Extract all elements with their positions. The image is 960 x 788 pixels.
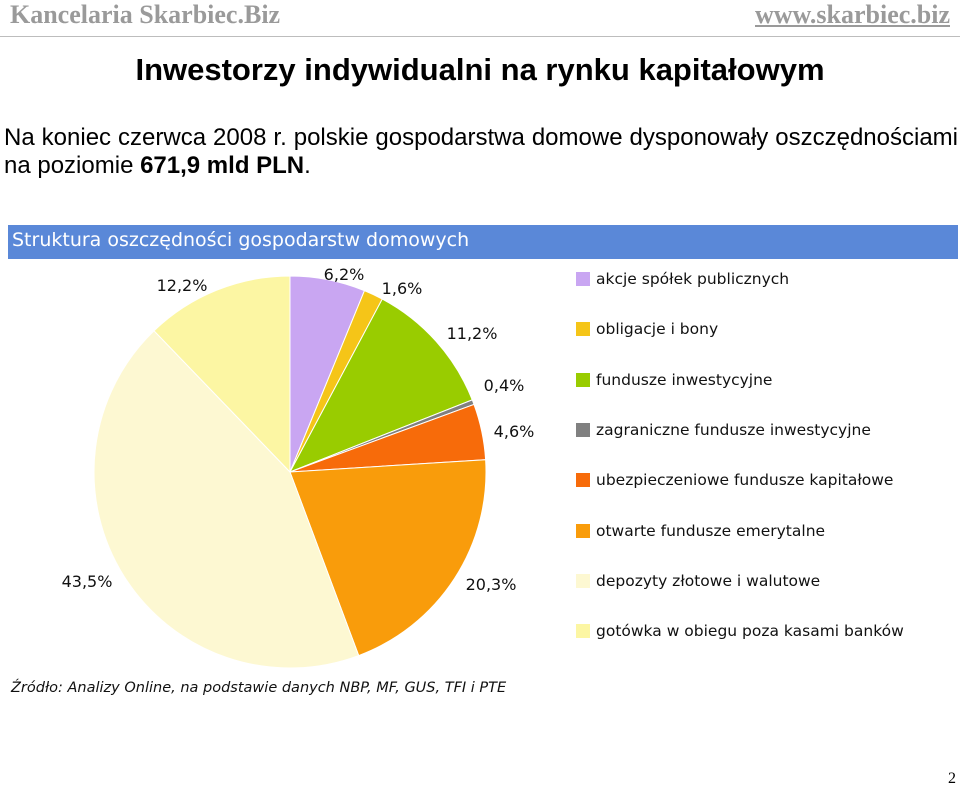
slice-label-6: 20,3% xyxy=(466,575,517,594)
legend-label: otwarte fundusze emerytalne xyxy=(596,521,826,540)
pie-slice-3 xyxy=(288,298,473,473)
header-website-link[interactable]: www.skarbiec.biz xyxy=(755,0,950,29)
slice-label-5: 4,6% xyxy=(494,422,535,441)
legend-swatch xyxy=(576,272,590,286)
legend-item-6: otwarte fundusze emerytalne xyxy=(576,520,956,542)
legend-swatch xyxy=(576,422,590,437)
pie-slice-7 xyxy=(93,330,360,669)
legend-item-4: zagraniczne fundusze inwestycyjne xyxy=(576,419,956,441)
source-note: Źródło: Analizy Online, na podstawie dan… xyxy=(11,680,507,696)
chart-title: Struktura oszczędności gospodarstw domow… xyxy=(12,229,470,251)
pie-slice-6 xyxy=(289,459,487,657)
header-divider xyxy=(0,36,960,37)
legend-label: obligacje i bony xyxy=(596,320,719,339)
slice-label-7: 43,5% xyxy=(62,572,113,591)
intro-text: Na koniec czerwca 2008 r. polskie gospod… xyxy=(4,124,958,179)
legend-swatch xyxy=(576,624,590,639)
legend-label: ubezpieczeniowe fundusze kapitałowe xyxy=(596,471,894,490)
legend-swatch xyxy=(576,523,590,538)
legend-swatch xyxy=(576,372,590,387)
page-title: Inwestorzy indywidualni na rynku kapitał… xyxy=(135,52,825,87)
legend-item-7: depozyty złotowe i walutowe xyxy=(576,570,956,592)
header-brand: Kancelaria Skarbiec.Biz xyxy=(10,0,281,29)
legend-swatch xyxy=(576,473,590,488)
legend-swatch xyxy=(576,322,590,337)
slice-label-8: 12,2% xyxy=(157,276,208,295)
legend-label: gotówka w obiegu poza kasami banków xyxy=(596,622,904,641)
legend-label: akcje spółek publicznych xyxy=(596,270,790,288)
legend-label: depozyty złotowe i walutowe xyxy=(596,571,821,590)
slice-label-4: 0,4% xyxy=(484,376,525,395)
legend-item-2: obligacje i bony xyxy=(576,318,956,340)
slice-label-1: 6,2% xyxy=(324,265,365,284)
intro-amount: 671,9 mld PLN xyxy=(140,152,305,179)
legend-swatch xyxy=(576,573,590,588)
legend-label: zagraniczne fundusze inwestycyjne xyxy=(596,420,871,439)
chart-title-bar: Struktura oszczędności gospodarstw domow… xyxy=(8,225,958,259)
legend-item-1: akcje spółek publicznych xyxy=(576,268,956,290)
legend-item-5: ubezpieczeniowe fundusze kapitałowe xyxy=(576,469,956,491)
page-number: 2 xyxy=(948,770,956,787)
legend-item-3: fundusze inwestycyjne xyxy=(576,369,956,391)
slice-label-2: 1,6% xyxy=(382,279,423,298)
pie-slice-8 xyxy=(153,275,291,474)
legend-label: fundusze inwestycyjne xyxy=(596,370,773,389)
legend-item-8: gotówka w obiegu poza kasami banków xyxy=(576,620,956,642)
intro-paragraph: Na koniec czerwca 2008 r. polskie gospod… xyxy=(4,124,958,180)
slice-label-3: 11,2% xyxy=(447,324,498,343)
intro-suffix: . xyxy=(304,152,311,179)
